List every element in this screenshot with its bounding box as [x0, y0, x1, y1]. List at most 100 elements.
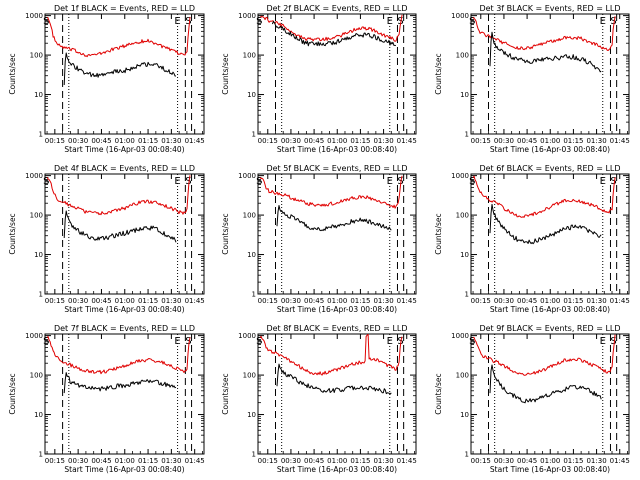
series-group	[46, 336, 191, 394]
x-tick-label: 00:45	[517, 297, 537, 305]
x-tick-label: 00:30	[68, 137, 88, 145]
y-tick-label: 10	[460, 251, 469, 259]
y-axis-label: Counts/sec	[8, 373, 17, 414]
y-tick-label: 100	[243, 52, 256, 60]
y-axis-label: Counts/sec	[434, 53, 443, 94]
y-tick-label: 1000	[451, 172, 469, 180]
x-tick-label: 01:45	[397, 297, 417, 305]
events-rate-line	[271, 20, 397, 47]
x-tick-label: 01:00	[327, 457, 347, 465]
x-axis-label: Start Time (16-Apr-03 00:08:40)	[277, 145, 397, 154]
x-axis-label: Start Time (16-Apr-03 00:08:40)	[490, 305, 610, 314]
x-tick-label: 01:45	[397, 137, 417, 145]
x-tick-label: 00:15	[258, 457, 278, 465]
x-axis-label: Start Time (16-Apr-03 00:08:40)	[64, 305, 184, 314]
x-tick-label: 00:45	[304, 457, 324, 465]
segment-marker-s: S	[610, 176, 616, 187]
y-tick-label: 10	[247, 251, 256, 259]
x-tick-label: 01:15	[138, 137, 158, 145]
segment-marker-e: E	[387, 336, 393, 347]
x-tick-label: 01:15	[350, 297, 370, 305]
plot-title: Det 4f BLACK = Events, RED = LLD	[54, 164, 195, 173]
y-tick-label: 1000	[238, 332, 256, 340]
segment-marker-s: S	[256, 336, 262, 347]
panel-det-8f: Det 8f BLACK = Events, RED = LLD 1 10 100 10…	[221, 324, 417, 474]
y-tick-label: 100	[456, 52, 469, 60]
y-tick-label: 1000	[25, 12, 43, 20]
events-rate-line	[63, 210, 177, 243]
plot-title: Det 9f BLACK = Events, RED = LLD	[479, 324, 620, 333]
panel-det-9f: Det 9f BLACK = Events, RED = LLD 1 10 100 10…	[434, 324, 630, 474]
plot-title: Det 3f BLACK = Events, RED = LLD	[479, 4, 620, 13]
segment-marker-s: S	[185, 336, 191, 347]
plot-title: Det 8f BLACK = Events, RED = LLD	[266, 324, 407, 333]
y-tick-label: 100	[456, 372, 469, 380]
x-tick-label: 01:00	[540, 297, 560, 305]
x-axis-label: Start Time (16-Apr-03 00:08:40)	[277, 305, 397, 314]
lld-rate-line	[46, 175, 191, 216]
y-axis-label: Counts/sec	[434, 213, 443, 254]
panel-det-7f: Det 7f BLACK = Events, RED = LLD 1 10 100 10…	[8, 324, 205, 474]
x-axis-label: Start Time (16-Apr-03 00:08:40)	[277, 465, 397, 474]
x-tick-label: 01:00	[327, 137, 347, 145]
panel-det-6f: Det 6f BLACK = Events, RED = LLD 1 10 100 10…	[434, 164, 630, 314]
y-tick-label: 10	[460, 411, 469, 419]
lld-rate-line	[472, 175, 616, 218]
segment-marker-e: E	[387, 16, 393, 27]
y-tick-label: 100	[30, 212, 43, 220]
x-axis-label: Start Time (16-Apr-03 00:08:40)	[64, 465, 184, 474]
lld-rate-line	[472, 334, 616, 376]
events-rate-line	[63, 52, 176, 86]
segment-marker-e: E	[174, 16, 180, 27]
y-tick-label: 1	[252, 291, 256, 299]
x-tick-label: 01:15	[138, 297, 158, 305]
x-tick-label: 01:45	[610, 457, 630, 465]
y-tick-label: 10	[247, 411, 256, 419]
plot-title: Det 2f BLACK = Events, RED = LLD	[266, 4, 407, 13]
x-tick-label: 01:00	[115, 297, 135, 305]
x-tick-label: 01:15	[563, 457, 583, 465]
y-tick-label: 1	[465, 291, 469, 299]
events-rate-line	[276, 205, 392, 232]
y-tick-label: 1	[252, 131, 256, 139]
series-group	[46, 16, 191, 86]
y-tick-label: 100	[30, 372, 43, 380]
x-tick-label: 00:15	[258, 297, 278, 305]
x-tick-label: 01:15	[563, 297, 583, 305]
y-tick-label: 1	[39, 451, 43, 459]
panel-det-2f: Det 2f BLACK = Events, RED = LLD 1 10 100 10…	[221, 4, 417, 154]
x-tick-label: 00:30	[281, 457, 301, 465]
y-tick-label: 10	[34, 251, 43, 259]
y-tick-label: 1000	[238, 12, 256, 20]
x-axis-label: Start Time (16-Apr-03 00:08:40)	[64, 145, 184, 154]
x-tick-label: 01:15	[563, 137, 583, 145]
segment-marker-s: S	[469, 176, 475, 187]
x-tick-label: 00:30	[281, 137, 301, 145]
x-tick-label: 01:00	[540, 137, 560, 145]
y-axis-label: Counts/sec	[221, 53, 230, 94]
x-tick-label: 01:45	[397, 457, 417, 465]
plot-title: Det 1f BLACK = Events, RED = LLD	[54, 4, 195, 13]
x-tick-label: 00:15	[471, 457, 491, 465]
x-tick-label: 00:30	[281, 297, 301, 305]
segment-marker-e: E	[174, 336, 180, 347]
y-axis-label: Counts/sec	[221, 213, 230, 254]
y-tick-label: 1	[465, 451, 469, 459]
x-tick-label: 01:30	[373, 137, 393, 145]
x-tick-label: 01:45	[610, 137, 630, 145]
segment-marker-s: S	[469, 16, 475, 27]
events-rate-line	[63, 372, 177, 394]
y-tick-label: 100	[243, 212, 256, 220]
x-axis-label: Start Time (16-Apr-03 00:08:40)	[490, 145, 610, 154]
x-tick-label: 01:30	[161, 457, 181, 465]
y-tick-label: 1	[39, 131, 43, 139]
x-tick-label: 00:45	[91, 297, 111, 305]
segment-marker-s: S	[610, 336, 616, 347]
x-tick-label: 01:30	[586, 457, 606, 465]
x-tick-label: 01:45	[610, 297, 630, 305]
panel-det-5f: Det 5f BLACK = Events, RED = LLD 1 10 100 10…	[221, 164, 417, 314]
y-tick-label: 100	[243, 372, 256, 380]
segment-marker-s: S	[256, 16, 262, 27]
x-tick-label: 00:45	[304, 137, 324, 145]
segment-marker-s: S	[43, 176, 49, 187]
